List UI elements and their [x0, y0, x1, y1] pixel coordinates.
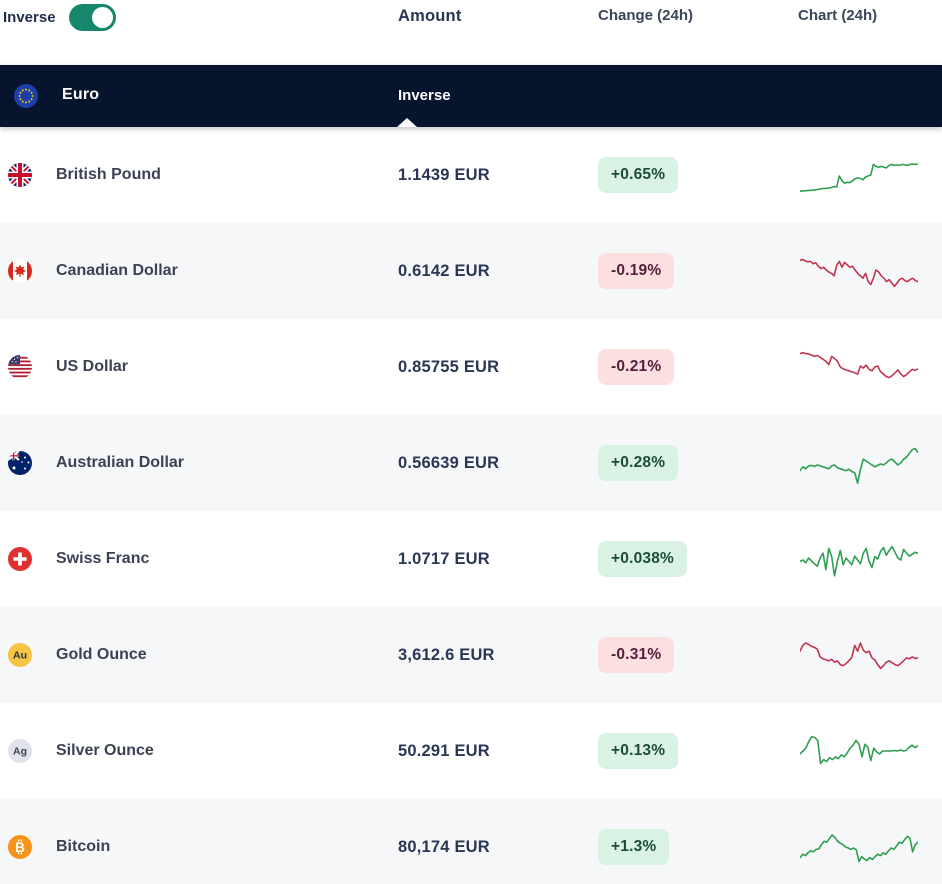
asset-name: US Dollar: [56, 358, 129, 375]
asset-name: Silver Ounce: [56, 742, 154, 759]
change-badge: -0.21%: [598, 349, 675, 385]
base-currency-row[interactable]: Euro Inverse: [0, 65, 942, 127]
table-row[interactable]: Au Gold Ounce 3,612.6 EUR -0.31%: [0, 607, 942, 703]
asset-icon: [8, 451, 32, 475]
sparkline-chart: [800, 447, 918, 485]
svg-text:Au: Au: [13, 650, 27, 662]
change-badge: -0.31%: [598, 637, 675, 673]
asset-icon: [8, 355, 32, 379]
sparkline-chart: [800, 351, 918, 379]
asset-name: British Pound: [56, 166, 161, 183]
asset-icon: Au: [8, 643, 32, 667]
sparkline-chart: [800, 258, 918, 288]
change-badge: +0.13%: [598, 733, 679, 769]
amount-value: 0.56639 EUR: [398, 453, 500, 472]
pointer-notch: [397, 118, 417, 127]
change-badge: +1.3%: [598, 829, 670, 865]
asset-icon: [8, 547, 32, 571]
inverse-toggle-switch[interactable]: [68, 4, 116, 31]
table-row[interactable]: Swiss Franc 1.0717 EUR +0.038%: [0, 511, 942, 607]
inverse-toggle-group: Inverse: [3, 4, 116, 31]
change-badge: -0.19%: [598, 253, 675, 289]
rates-table: British Pound 1.1439 EUR +0.65% Canadian…: [0, 127, 942, 884]
column-header-chart: Chart (24h): [798, 7, 878, 24]
amount-value: 80,174 EUR: [398, 837, 490, 856]
inverse-toggle-label: Inverse: [3, 9, 56, 26]
amount-value: 3,612.6 EUR: [398, 645, 495, 664]
base-mode-label: Inverse: [398, 87, 451, 104]
table-row[interactable]: Ag Silver Ounce 50.291 EUR +0.13%: [0, 703, 942, 799]
asset-icon: [8, 259, 32, 283]
column-header-change: Change (24h): [598, 7, 694, 24]
table-row[interactable]: B Bitcoin 80,174 EUR +1.3%: [0, 799, 942, 884]
svg-text:B: B: [15, 840, 25, 855]
column-header-amount: Amount: [398, 7, 462, 25]
sparkline-chart: [800, 545, 918, 577]
svg-text:Ag: Ag: [13, 746, 27, 758]
asset-icon: B: [8, 835, 32, 859]
table-row[interactable]: Canadian Dollar 0.6142 EUR -0.19%: [0, 223, 942, 319]
base-currency-name: Euro: [62, 86, 100, 103]
change-badge: +0.28%: [598, 445, 679, 481]
asset-name: Australian Dollar: [56, 454, 185, 471]
asset-name: Gold Ounce: [56, 646, 147, 663]
sparkline-chart: [800, 163, 918, 193]
asset-name: Swiss Franc: [56, 550, 150, 567]
amount-value: 1.0717 EUR: [398, 549, 490, 568]
amount-value: 0.6142 EUR: [398, 261, 490, 280]
asset-name: Canadian Dollar: [56, 262, 178, 279]
euro-flag-icon: [14, 84, 38, 113]
amount-value: 50.291 EUR: [398, 741, 490, 760]
asset-icon: Ag: [8, 739, 32, 763]
asset-icon: [8, 163, 32, 187]
sparkline-chart: [800, 834, 918, 863]
amount-value: 0.85755 EUR: [398, 357, 500, 376]
sparkline-chart: [800, 642, 918, 670]
sparkline-chart: [800, 735, 918, 765]
change-badge: +0.65%: [598, 157, 679, 193]
table-toolbar: Inverse Amount Change (24h) Chart (24h): [0, 0, 942, 65]
table-row[interactable]: British Pound 1.1439 EUR +0.65%: [0, 127, 942, 223]
table-row[interactable]: US Dollar 0.85755 EUR -0.21%: [0, 319, 942, 415]
asset-name: Bitcoin: [56, 838, 111, 855]
change-badge: +0.038%: [598, 541, 688, 577]
amount-value: 1.1439 EUR: [398, 165, 490, 184]
table-row[interactable]: Australian Dollar 0.56639 EUR +0.28%: [0, 415, 942, 511]
toggle-knob: [91, 7, 113, 28]
